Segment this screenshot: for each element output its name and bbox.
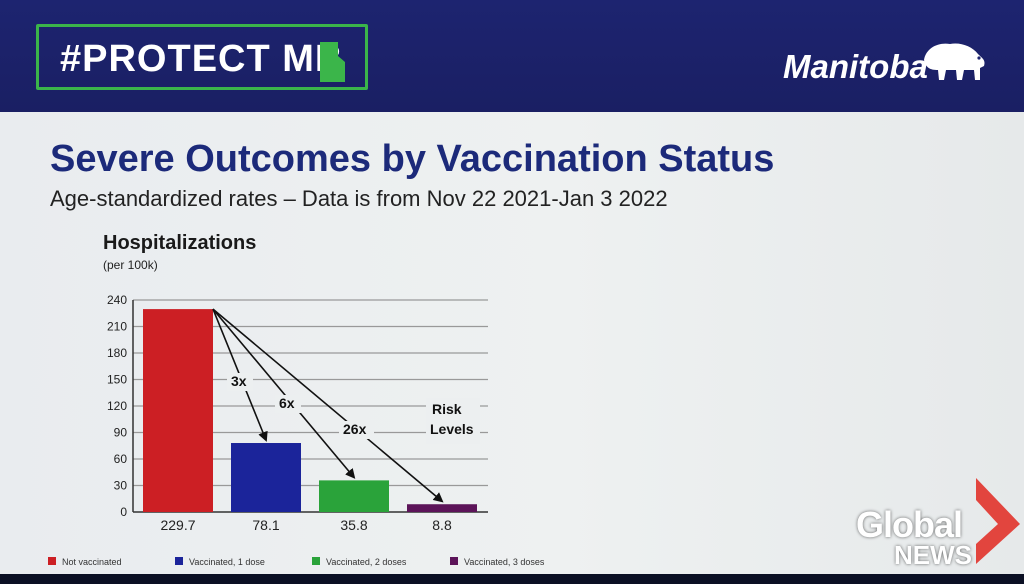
manitoba-logo: Manitoba (783, 48, 928, 85)
y-tick-label: 150 (107, 373, 127, 387)
manitoba-shape-icon (320, 42, 345, 82)
legend-label: Vaccinated, 1 dose (189, 557, 265, 567)
legend-swatch (450, 557, 458, 565)
risk-note-bg (426, 398, 480, 444)
y-tick-label: 210 (107, 320, 127, 334)
hashtag-text: #PROTECT (60, 38, 283, 80)
bar-value-label: 35.8 (340, 517, 367, 533)
risk-arrow (212, 308, 444, 503)
y-tick-label: 240 (107, 293, 127, 307)
chart-y-axis: 0 30 60 90 120 150 180 210 240 (107, 293, 134, 519)
bar (231, 443, 301, 512)
bar (407, 504, 477, 512)
bison-icon (924, 43, 985, 80)
risk-label-bg (227, 373, 253, 391)
legend-label: Not vaccinated (62, 557, 122, 567)
legend-swatch (175, 557, 183, 565)
protect-mb-frame (36, 24, 368, 90)
bar-value-label: 78.1 (252, 517, 279, 533)
news-wordmark: NEWS (894, 540, 972, 570)
slide-title: Severe Outcomes by Vaccination Status (50, 138, 775, 180)
risk-arrow (212, 308, 356, 479)
chart-bars (143, 309, 477, 512)
legend-swatch (312, 557, 320, 565)
y-tick-label: 60 (114, 452, 128, 466)
bar (143, 309, 213, 512)
risk-multiplier-label: 6x (279, 395, 295, 411)
risk-levels-note: Risk (432, 401, 462, 417)
global-wordmark: Global (856, 504, 963, 545)
risk-levels-note: Levels (430, 421, 474, 437)
chart-title: Hospitalizations (103, 232, 257, 254)
y-tick-label: 120 (107, 399, 127, 413)
y-tick-label: 180 (107, 346, 127, 360)
bottom-edge (0, 574, 1024, 584)
chart-legend: Not vaccinated Vaccinated, 1 dose Vaccinat… (48, 557, 545, 567)
y-tick-label: 30 (114, 479, 128, 493)
global-arrow-icon (976, 478, 1020, 564)
bar-value-label: 229.7 (160, 517, 195, 533)
risk-multiplier-label: 3x (231, 373, 247, 389)
chart-y-unit: (per 100k) (103, 258, 158, 272)
legend-swatch (48, 557, 56, 565)
risk-label-bg (275, 395, 301, 413)
global-news-watermark: Global NEWS (852, 478, 1022, 572)
y-tick-label: 90 (114, 426, 128, 440)
legend-label: Vaccinated, 2 doses (326, 557, 407, 567)
bar (319, 480, 389, 512)
risk-label-bg (339, 421, 374, 439)
risk-multiplier-label: 26x (343, 421, 367, 437)
legend-label: Vaccinated, 3 doses (464, 557, 545, 567)
chart-value-labels: 229.7 78.1 35.8 8.8 (160, 517, 451, 533)
slide-header (0, 0, 1024, 112)
y-tick-label: 0 (120, 505, 127, 519)
slide-subtitle: Age-standardized rates – Data is from No… (50, 186, 668, 211)
bar-value-label: 8.8 (432, 517, 452, 533)
chart-arrows: 3x 6x 26x Risk Levels (212, 308, 480, 503)
